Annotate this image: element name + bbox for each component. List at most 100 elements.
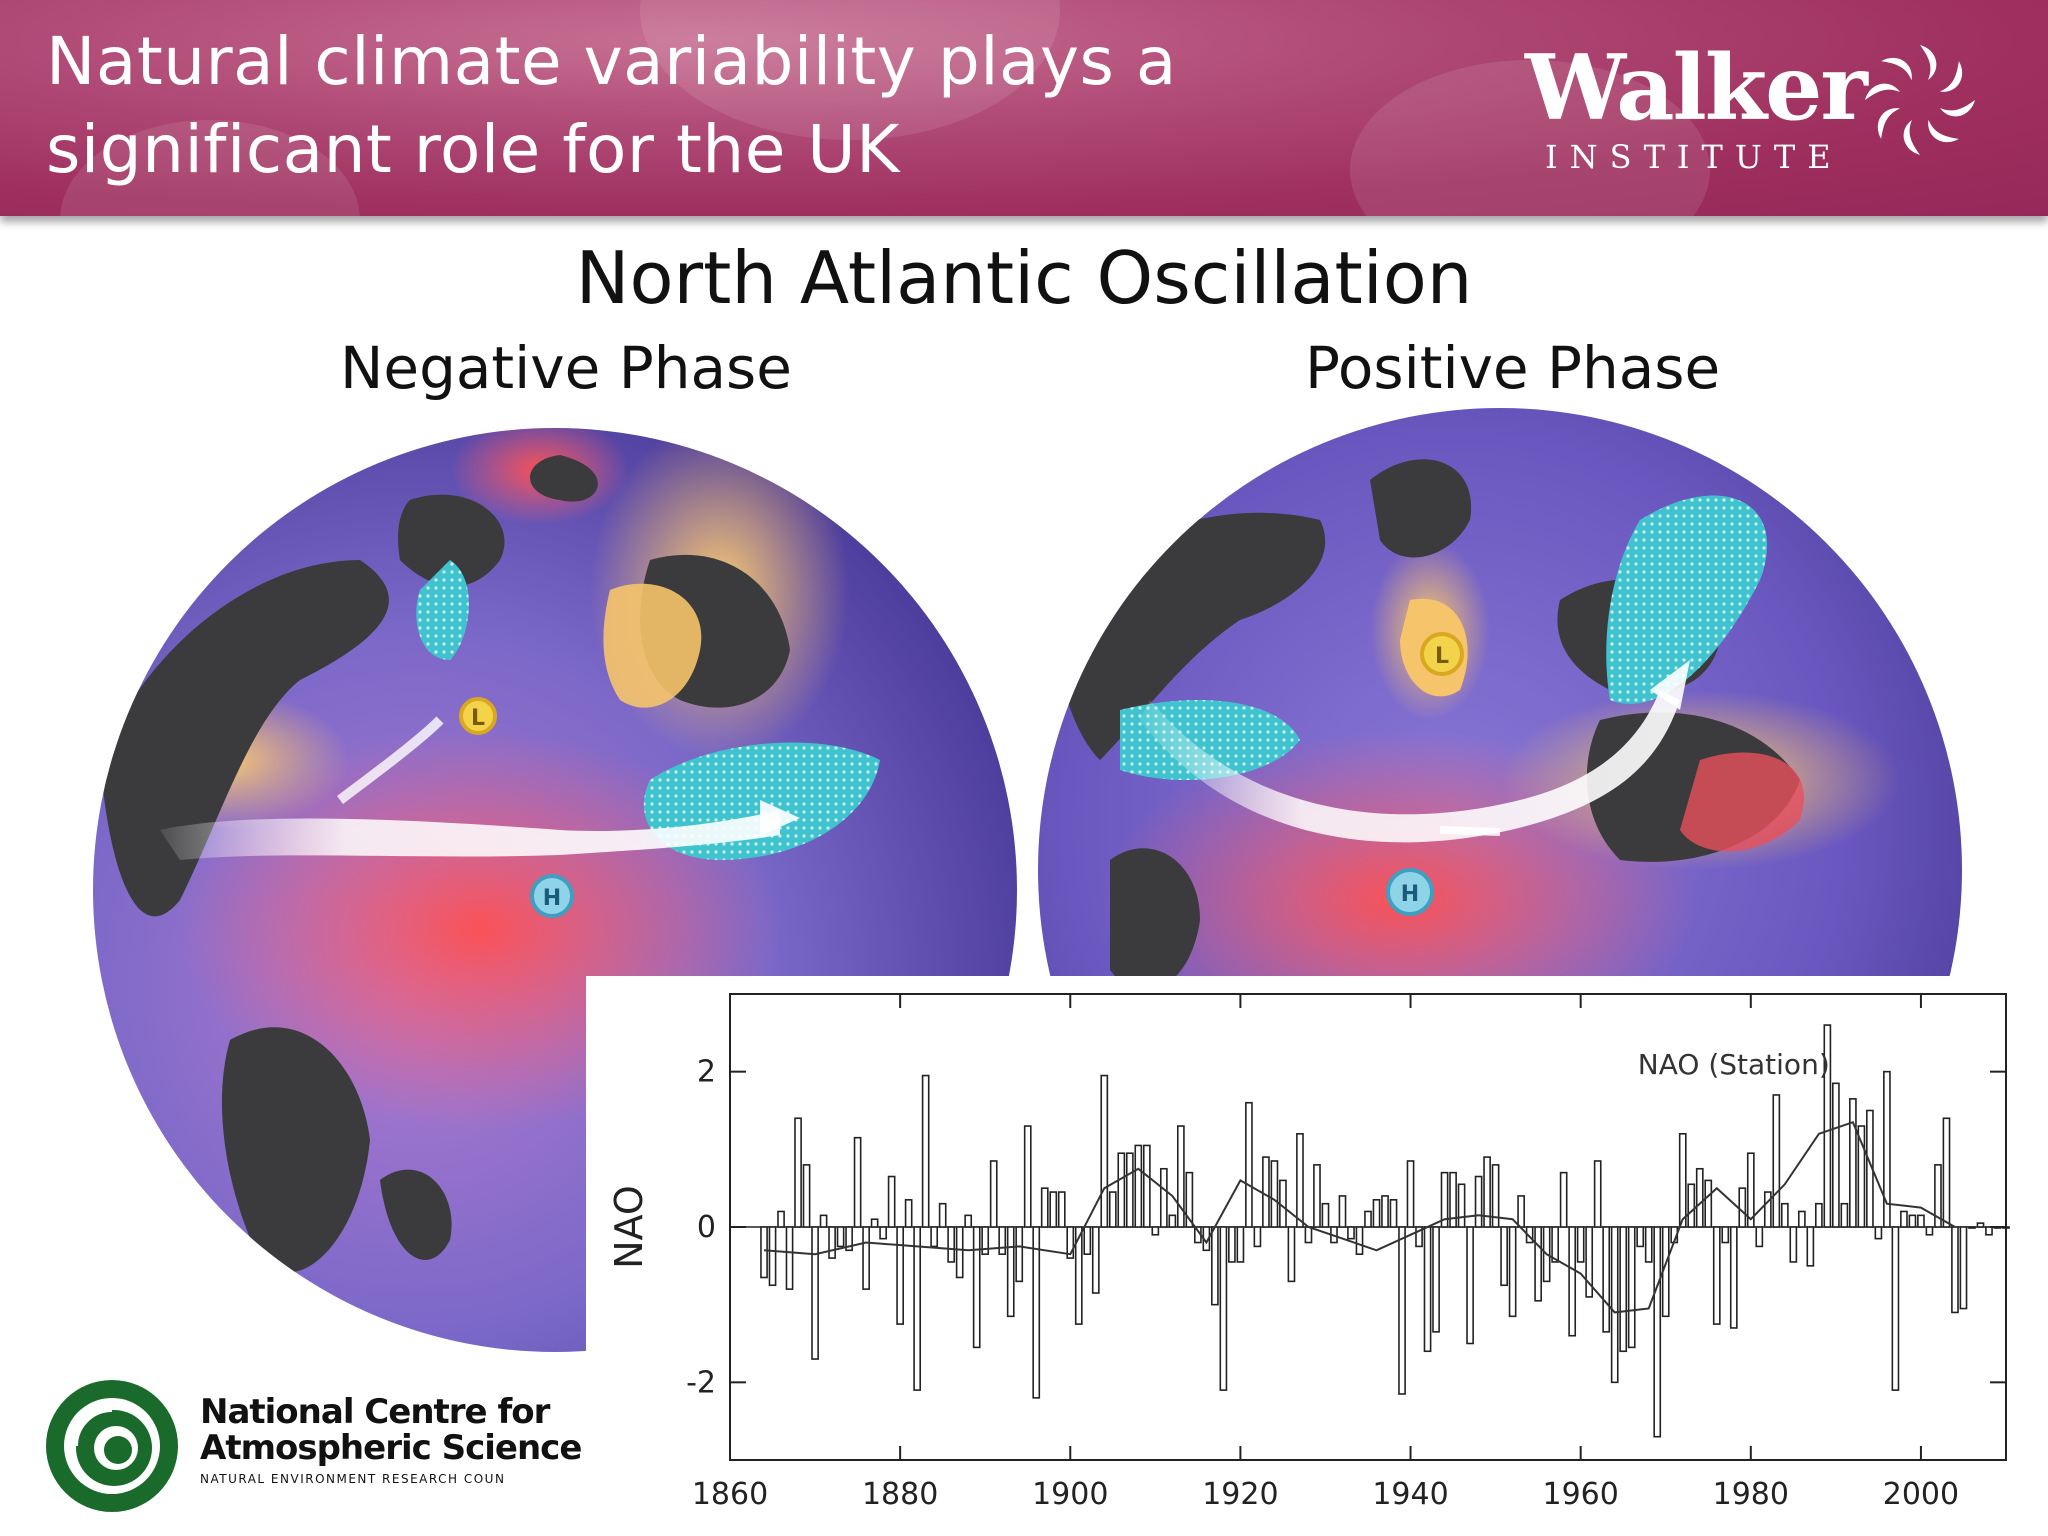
nao-bar [972, 1226, 981, 1349]
positive-low-pressure-marker: L [1420, 632, 1464, 676]
nao-bar [1108, 1191, 1117, 1228]
nao-bar [1287, 1226, 1296, 1283]
nao-bar [1508, 1226, 1517, 1318]
x-tick-label: 1940 [1372, 1477, 1448, 1512]
chart-main-title: North Atlantic Oscillation [575, 236, 1473, 320]
nao-bar [1678, 1133, 1687, 1228]
nao-bar [1347, 1226, 1355, 1240]
nao-bar [1500, 1226, 1508, 1287]
nao-bar [1338, 1195, 1347, 1228]
nao-bar [1074, 1226, 1083, 1325]
nao-bar [1168, 1214, 1177, 1228]
nao-bar [1721, 1226, 1730, 1244]
nao-bar [1653, 1226, 1662, 1438]
nao-bar [1083, 1226, 1092, 1255]
nao-bar [1381, 1195, 1389, 1228]
nao-bar [1066, 1226, 1075, 1259]
nao-bar [1423, 1226, 1432, 1353]
nao-bar [1985, 1226, 1993, 1236]
nao-bar [802, 1164, 811, 1228]
nao-bar [1559, 1171, 1568, 1228]
nao-bar [1602, 1226, 1611, 1333]
nao-bar [1585, 1226, 1594, 1298]
nao-bar [1406, 1160, 1415, 1228]
nao-bar [1032, 1226, 1041, 1399]
low-pressure-letter: L [471, 706, 485, 731]
nao-bar [1849, 1098, 1857, 1228]
nao-bar [1568, 1226, 1577, 1337]
nao-bar [1006, 1226, 1015, 1318]
nao-bar [921, 1074, 930, 1228]
nao-bar [1023, 1125, 1032, 1228]
nao-bar [1951, 1226, 1959, 1314]
nao-bar [1874, 1226, 1883, 1240]
nao-bar [1551, 1226, 1560, 1263]
nao-bar [1432, 1226, 1440, 1333]
nao-bar [1900, 1210, 1908, 1228]
nao-bar [1772, 1094, 1781, 1228]
nao-bar [1176, 1125, 1185, 1228]
x-tick-label: 1860 [692, 1477, 768, 1512]
nao-bar [1313, 1164, 1321, 1228]
ncas-name-line1: National Centre for [200, 1392, 550, 1432]
y-axis: -2 0 2 [686, 1055, 2006, 1400]
walker-logo-wordmark: Walker [1525, 35, 1868, 141]
nao-bar [1729, 1226, 1738, 1329]
nao-bar [1449, 1171, 1457, 1228]
bar-series [760, 1024, 2010, 1438]
nao-bar [1934, 1164, 1942, 1228]
nao-bar [930, 1226, 939, 1248]
nao-bar [1491, 1164, 1500, 1228]
nao-bar [1364, 1210, 1372, 1228]
nao-bar [1925, 1226, 1934, 1236]
nao-bar [938, 1202, 947, 1228]
x-tick-label: 2000 [1883, 1477, 1959, 1512]
y-tick-label: 0 [697, 1210, 716, 1245]
nao-bar [1142, 1144, 1151, 1228]
nao-bar [1398, 1226, 1406, 1395]
negative-high-pressure-marker: H [530, 874, 574, 918]
nao-bar [1576, 1226, 1585, 1263]
y-tick-label: 2 [697, 1055, 716, 1090]
nao-bar [1125, 1152, 1134, 1228]
nao-bar [947, 1226, 956, 1263]
nao-bar [1474, 1175, 1483, 1228]
nao-bar [1466, 1226, 1474, 1345]
nao-bar [853, 1136, 862, 1228]
nao-bar [1211, 1226, 1219, 1306]
nao-bar [1917, 1214, 1925, 1228]
nao-bar [1151, 1226, 1160, 1236]
nao-bar [998, 1226, 1007, 1255]
nao-bar [811, 1226, 819, 1360]
high-pressure-letter: H [1401, 882, 1419, 907]
nao-bar [1704, 1179, 1713, 1228]
nao-bar [1236, 1226, 1245, 1263]
nao-bar [1117, 1152, 1126, 1228]
nao-bar [1296, 1133, 1304, 1228]
nao-bar [1091, 1226, 1100, 1294]
nao-bar [1159, 1167, 1168, 1228]
x-axis: 1860 1880 1900 1920 1940 1960 1980 2000 [692, 994, 1959, 1512]
nao-bar [1627, 1226, 1636, 1349]
nao-bar [1015, 1226, 1024, 1283]
nao-chart-panel: 1860 1880 1900 1920 1940 1960 1980 2000 -2 0 2 NA… [586, 976, 2048, 1536]
nao-bar [1304, 1226, 1313, 1244]
nao-bar [896, 1226, 904, 1325]
nao-bar [794, 1117, 802, 1228]
nao-bar [1891, 1226, 1900, 1391]
nao-bar [1797, 1210, 1806, 1228]
nao-bar [819, 1214, 828, 1228]
nao-bar [1270, 1160, 1279, 1228]
high-pressure-letter: H [543, 886, 561, 911]
x-tick-label: 1960 [1542, 1477, 1618, 1512]
nao-bar [1262, 1156, 1270, 1228]
nao-bar [1534, 1226, 1542, 1302]
ncas-logo [46, 1380, 178, 1512]
nao-bar [870, 1218, 879, 1228]
nao-bar [1440, 1171, 1449, 1228]
negative-phase-label: Negative Phase [340, 334, 792, 402]
nao-bar [785, 1226, 794, 1290]
nao-bar [1959, 1226, 1968, 1310]
nao-bar [828, 1226, 836, 1259]
nao-bar [1619, 1226, 1628, 1353]
